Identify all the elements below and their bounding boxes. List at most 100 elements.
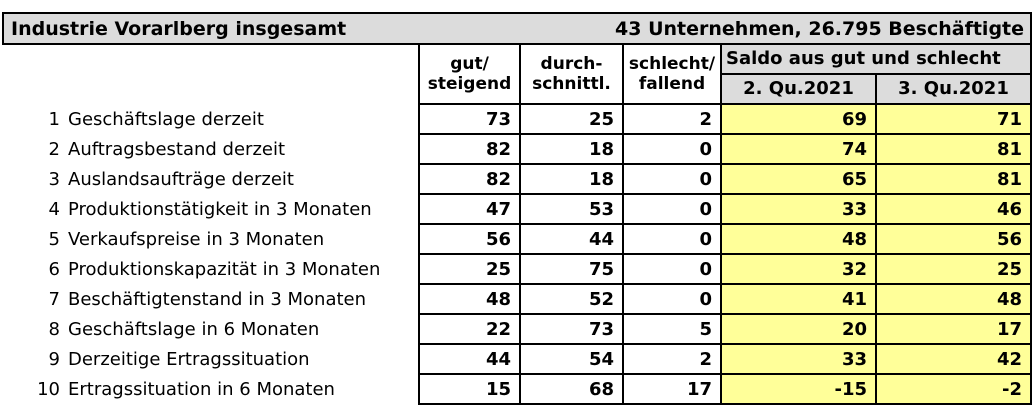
cell-bad: 0	[622, 163, 722, 195]
table-row: 7 Beschäftigtenstand in 3 Monaten 48 52 0…	[3, 283, 1033, 315]
cell-saldo-q3: 81	[874, 163, 1033, 195]
cell-good: 22	[418, 313, 521, 345]
cell-saldo-q3: 17	[874, 313, 1033, 345]
header-row-1: gut/ steigend durch- schnittl. schlecht/…	[3, 43, 1033, 105]
row-label-cell: 4 Produktionstätigkeit in 3 Monaten	[3, 194, 419, 224]
row-label: Derzeitige Ertragssituation	[68, 348, 310, 370]
cell-good: 56	[418, 223, 521, 255]
row-label: Auftragsbestand derzeit	[68, 138, 286, 160]
cell-saldo-q2: 20	[720, 313, 877, 345]
row-label-cell: 3 Auslandsaufträge derzeit	[3, 164, 419, 194]
table-row: 5 Verkaufspreise in 3 Monaten 56 44 0 48 …	[3, 223, 1033, 255]
cell-good: 15	[418, 373, 521, 405]
cell-bad: 0	[622, 283, 722, 315]
row-number: 8	[48, 318, 60, 340]
row-number: 4	[48, 198, 60, 220]
cell-saldo-q2: 65	[720, 163, 877, 195]
cell-saldo-q3: 46	[874, 193, 1033, 225]
cell-average: 73	[519, 313, 624, 345]
col-header-bad: schlecht/ fallend	[622, 43, 722, 105]
row-label: Geschäftslage derzeit	[68, 108, 264, 130]
col-header-saldo: Saldo aus gut und schlecht	[719, 43, 1033, 75]
row-number: 9	[48, 348, 60, 370]
row-number: 5	[48, 228, 60, 250]
cell-saldo-q3: 56	[874, 223, 1033, 255]
table-row: 2 Auftragsbestand derzeit 82 18 0 74 81	[3, 133, 1033, 165]
survey-table: Industrie Vorarlberg insgesamt 43 Untern…	[1, 12, 1033, 405]
cell-average: 44	[519, 223, 624, 255]
row-label-cell: 2 Auftragsbestand derzeit	[3, 134, 419, 164]
row-number: 6	[48, 258, 60, 280]
col-header-saldo-q2: 2. Qu.2021	[720, 73, 877, 105]
row-label-cell: 1 Geschäftslage derzeit	[3, 104, 419, 134]
row-number: 7	[48, 288, 60, 310]
row-label-cell: 5 Verkaufspreise in 3 Monaten	[3, 224, 419, 254]
label-column-spacer	[3, 44, 419, 74]
cell-average: 18	[519, 163, 624, 195]
table-subtitle: 43 Unternehmen, 26.795 Beschäftigte	[615, 17, 1025, 40]
cell-average: 53	[519, 193, 624, 225]
row-label: Produktionstätigkeit in 3 Monaten	[68, 198, 372, 220]
cell-bad: 0	[622, 133, 722, 165]
table-row: 8 Geschäftslage in 6 Monaten 22 73 5 20 1…	[3, 313, 1033, 345]
cell-bad: 2	[622, 103, 722, 135]
row-number: 10	[37, 378, 60, 400]
cell-average: 52	[519, 283, 624, 315]
cell-saldo-q3: -2	[874, 373, 1033, 405]
table-title: Industrie Vorarlberg insgesamt	[11, 17, 347, 40]
row-label: Ertragssituation in 6 Monaten	[68, 378, 335, 400]
table-title-bar: Industrie Vorarlberg insgesamt 43 Untern…	[1, 12, 1033, 45]
cell-bad: 2	[622, 343, 722, 375]
row-label-cell: 9 Derzeitige Ertragssituation	[3, 344, 419, 374]
cell-saldo-q3: 71	[874, 103, 1033, 135]
cell-saldo-q3: 42	[874, 343, 1033, 375]
cell-average: 68	[519, 373, 624, 405]
cell-saldo-q2: 41	[720, 283, 877, 315]
cell-good: 82	[418, 133, 521, 165]
cell-saldo-q2: 33	[720, 343, 877, 375]
cell-good: 25	[418, 253, 521, 285]
cell-good: 73	[418, 103, 521, 135]
table-row: 4 Produktionstätigkeit in 3 Monaten 47 53…	[3, 193, 1033, 225]
table-row: 10 Ertragssituation in 6 Monaten 15 68 17…	[3, 373, 1033, 405]
cell-saldo-q3: 81	[874, 133, 1033, 165]
table-row: 9 Derzeitige Ertragssituation 44 54 2 33 …	[3, 343, 1033, 375]
cell-good: 44	[418, 343, 521, 375]
row-label: Produktionskapazität in 3 Monaten	[68, 258, 381, 280]
cell-average: 18	[519, 133, 624, 165]
row-number: 2	[48, 138, 60, 160]
cell-bad: 5	[622, 313, 722, 345]
cell-average: 25	[519, 103, 624, 135]
header-row-2: 2. Qu.2021 3. Qu.2021	[3, 73, 1033, 105]
row-label-cell: 7 Beschäftigtenstand in 3 Monaten	[3, 284, 419, 314]
cell-saldo-q2: 74	[720, 133, 877, 165]
cell-saldo-q3: 25	[874, 253, 1033, 285]
cell-bad: 0	[622, 223, 722, 255]
cell-saldo-q3: 48	[874, 283, 1033, 315]
row-label-cell: 8 Geschäftslage in 6 Monaten	[3, 314, 419, 344]
cell-good: 82	[418, 163, 521, 195]
cell-saldo-q2: 69	[720, 103, 877, 135]
cell-average: 75	[519, 253, 624, 285]
row-label: Verkaufspreise in 3 Monaten	[68, 228, 325, 250]
cell-saldo-q2: 33	[720, 193, 877, 225]
row-number: 1	[48, 108, 60, 130]
table-row: 6 Produktionskapazität in 3 Monaten 25 75…	[3, 253, 1033, 285]
cell-saldo-q2: -15	[720, 373, 877, 405]
cell-average: 54	[519, 343, 624, 375]
cell-good: 48	[418, 283, 521, 315]
cell-good: 47	[418, 193, 521, 225]
row-label: Auslandsaufträge derzeit	[68, 168, 294, 190]
col-header-good: gut/ steigend	[418, 43, 521, 105]
title-row: Industrie Vorarlberg insgesamt 43 Untern…	[1, 12, 1033, 45]
row-label: Beschäftigtenstand in 3 Monaten	[68, 288, 367, 310]
cell-bad: 0	[622, 253, 722, 285]
col-header-saldo-q3: 3. Qu.2021	[874, 73, 1033, 105]
table-row: 1 Geschäftslage derzeit 73 25 2 69 71	[3, 103, 1033, 135]
row-label-cell: 6 Produktionskapazität in 3 Monaten	[3, 254, 419, 284]
cell-bad: 17	[622, 373, 722, 405]
label-column-spacer	[3, 74, 419, 104]
row-number: 3	[48, 168, 60, 190]
cell-saldo-q2: 48	[720, 223, 877, 255]
